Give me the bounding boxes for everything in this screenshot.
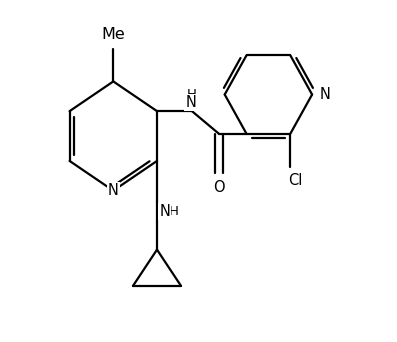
Text: N: N: [320, 87, 331, 102]
Text: Cl: Cl: [288, 173, 303, 188]
Text: N: N: [108, 183, 119, 198]
Text: H: H: [169, 205, 179, 218]
Text: Me: Me: [101, 27, 125, 42]
Text: H: H: [187, 88, 197, 101]
Text: N: N: [160, 204, 170, 219]
Text: N: N: [186, 95, 197, 110]
Text: O: O: [213, 180, 225, 195]
